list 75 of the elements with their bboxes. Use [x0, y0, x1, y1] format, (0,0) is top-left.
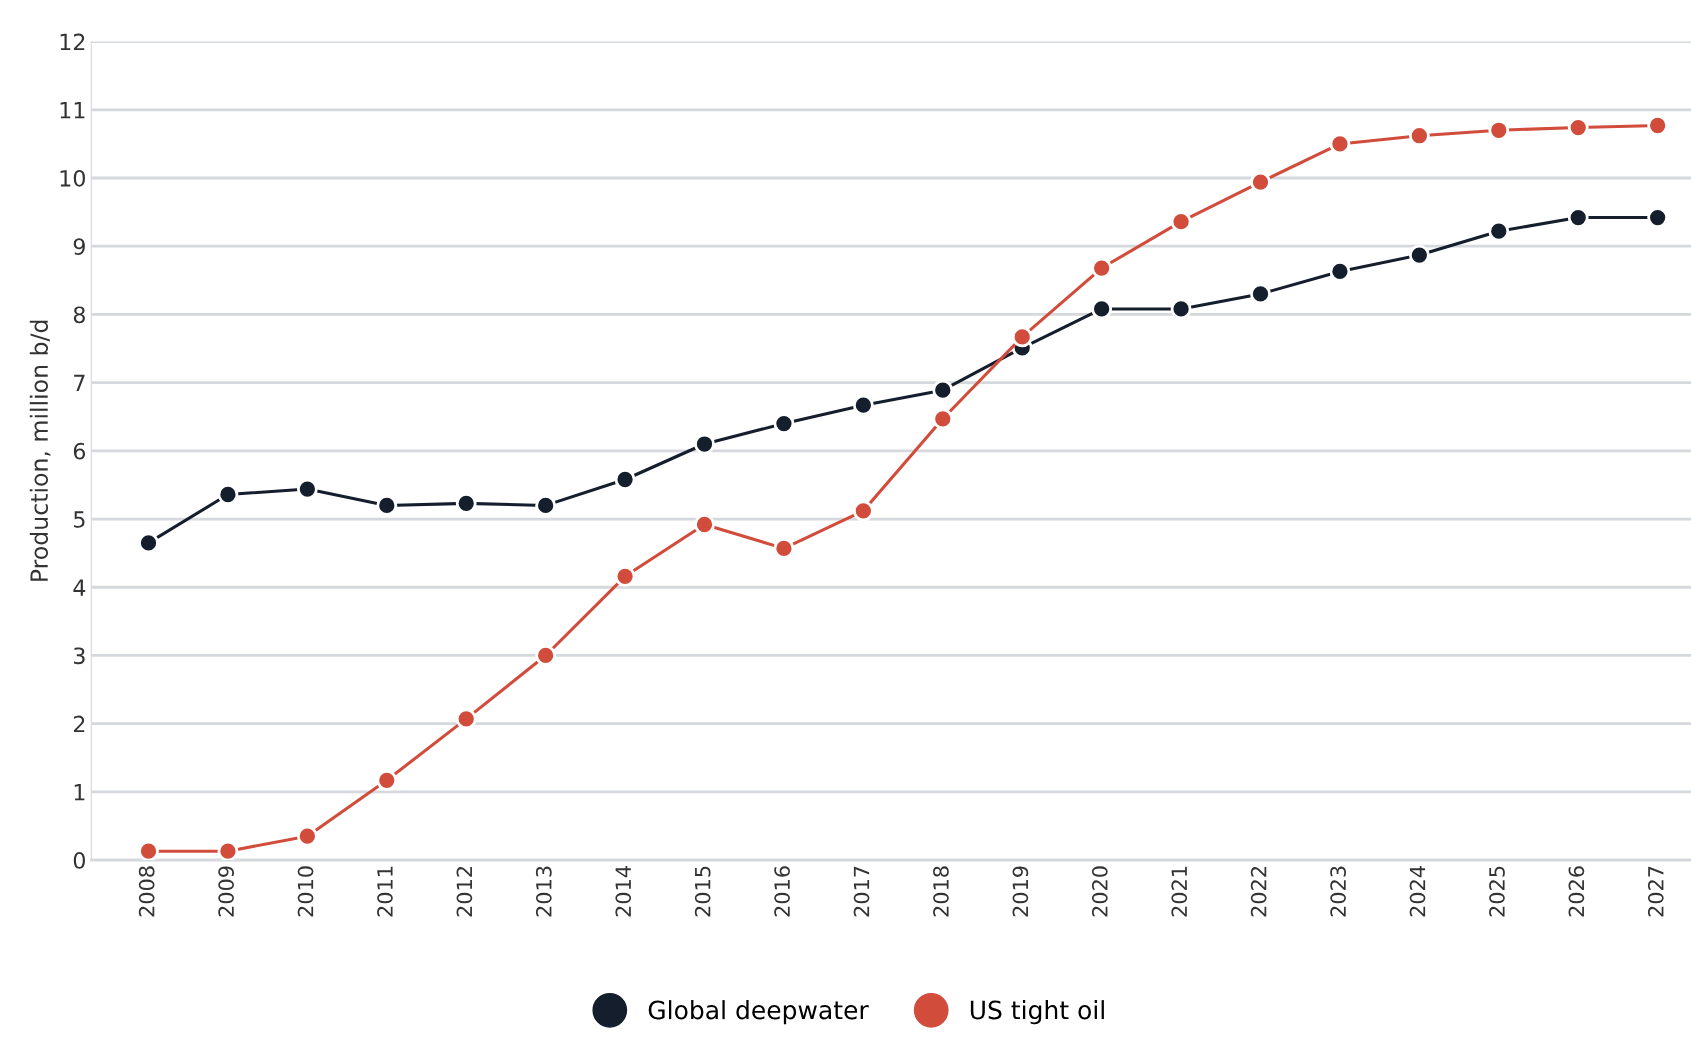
y-tick-label: 7 — [74, 374, 85, 392]
point — [614, 469, 636, 490]
point — [932, 408, 954, 430]
x-tick-label: 2025 — [1489, 866, 1505, 917]
y-tick-label: 0 — [73, 852, 85, 869]
point — [376, 769, 398, 791]
x-tick-label: 2012 — [456, 867, 473, 917]
point — [1408, 244, 1430, 266]
point — [455, 492, 477, 514]
x-tick-label: 2022 — [1250, 867, 1267, 917]
y-axis-title: Production, million b/d — [29, 320, 51, 581]
point — [1250, 283, 1271, 305]
x-tick-label: 2015 — [694, 866, 711, 917]
point — [1329, 133, 1351, 155]
point — [1329, 261, 1351, 282]
point — [694, 514, 715, 535]
point — [1647, 115, 1669, 136]
point — [773, 413, 795, 434]
point — [138, 532, 159, 554]
y-tick-label: 8 — [73, 306, 85, 324]
point — [138, 840, 159, 861]
point — [535, 494, 557, 516]
point — [932, 379, 954, 401]
y-tick-label: 9 — [73, 238, 85, 255]
x-tick-label: 2027 — [1647, 866, 1664, 917]
point — [455, 708, 477, 730]
legend-label: Global deepwater — [648, 1000, 869, 1025]
y-tick-label: 1 — [74, 784, 85, 801]
x-tick-label: 2023 — [1330, 866, 1346, 917]
point — [694, 433, 715, 455]
point — [1488, 220, 1510, 242]
point — [217, 484, 239, 505]
x-tick-label: 2014 — [615, 866, 632, 917]
y-tick-label: 10 — [60, 169, 85, 187]
x-tick-label: 2016 — [774, 866, 790, 917]
x-tick-label: 2019 — [1012, 866, 1029, 917]
y-tick-label: 4 — [73, 579, 86, 596]
x-tick-label: 2008 — [138, 866, 155, 917]
point — [376, 494, 398, 516]
point — [1647, 207, 1669, 228]
x-tick-label: 2026 — [1568, 866, 1585, 917]
point — [1488, 119, 1510, 141]
point — [217, 840, 239, 861]
point — [296, 825, 318, 847]
x-tick-label: 2010 — [297, 866, 314, 917]
point — [1567, 117, 1589, 138]
x-tick-label: 2017 — [853, 866, 870, 917]
y-tick-label: 6 — [73, 442, 86, 460]
point — [1091, 257, 1113, 279]
point — [535, 645, 557, 666]
point — [614, 565, 636, 587]
y-tick-label: 12 — [60, 33, 85, 51]
y-tick-label: 11 — [60, 102, 85, 119]
x-tick-label: 2021 — [1171, 866, 1188, 917]
y-tick-label: 3 — [74, 647, 85, 665]
point — [773, 537, 795, 559]
point — [1408, 125, 1430, 147]
point — [1091, 298, 1113, 320]
x-tick-label: 2024 — [1409, 866, 1426, 917]
point — [852, 394, 874, 416]
y-tick-label: 2 — [73, 715, 85, 733]
x-tick-label: 2009 — [218, 866, 234, 917]
point — [1170, 211, 1192, 233]
x-tick-label: 2013 — [535, 866, 552, 917]
point — [852, 500, 874, 522]
point — [296, 478, 318, 500]
point — [1567, 207, 1589, 228]
x-tick-label: 2011 — [377, 866, 393, 917]
y-tick-label: 5 — [74, 511, 85, 528]
x-tick-label: 2018 — [933, 866, 949, 917]
x-tick-label: 2020 — [1091, 866, 1108, 917]
point — [1170, 298, 1192, 320]
point — [1250, 171, 1271, 193]
point — [1011, 326, 1033, 348]
legend-label: US tight oil — [970, 1000, 1104, 1025]
